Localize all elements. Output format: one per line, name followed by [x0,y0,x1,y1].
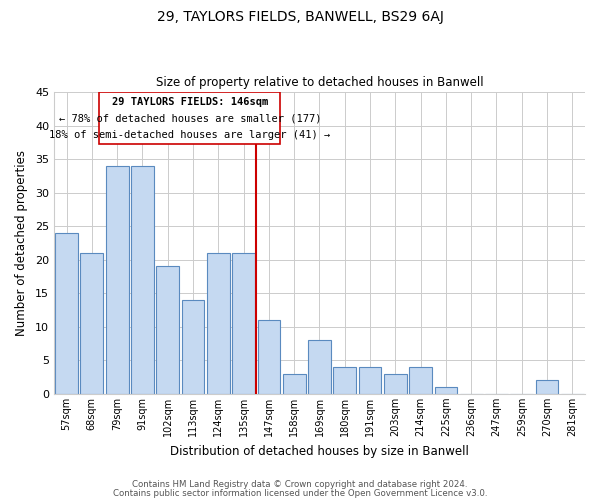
Bar [157,266,179,394]
Text: 29 TAYLORS FIELDS: 146sqm: 29 TAYLORS FIELDS: 146sqm [112,98,268,108]
Bar [359,367,382,394]
Bar [334,367,356,394]
Bar [131,166,154,394]
Text: Contains HM Land Registry data © Crown copyright and database right 2024.: Contains HM Land Registry data © Crown c… [132,480,468,489]
Title: Size of property relative to detached houses in Banwell: Size of property relative to detached ho… [155,76,483,90]
Bar [536,380,559,394]
Bar [80,253,103,394]
Bar [232,253,255,394]
Y-axis label: Number of detached properties: Number of detached properties [15,150,28,336]
Bar [384,374,407,394]
Text: Contains public sector information licensed under the Open Government Licence v3: Contains public sector information licen… [113,489,487,498]
Bar [182,300,205,394]
Bar [207,253,230,394]
Bar [55,233,78,394]
X-axis label: Distribution of detached houses by size in Banwell: Distribution of detached houses by size … [170,444,469,458]
Bar [106,166,128,394]
Text: 18% of semi-detached houses are larger (41) →: 18% of semi-detached houses are larger (… [49,130,331,140]
Text: 29, TAYLORS FIELDS, BANWELL, BS29 6AJ: 29, TAYLORS FIELDS, BANWELL, BS29 6AJ [157,10,443,24]
Bar [283,374,305,394]
Bar [257,320,280,394]
Bar [409,367,432,394]
Bar [434,387,457,394]
Text: ← 78% of detached houses are smaller (177): ← 78% of detached houses are smaller (17… [59,114,321,124]
Bar [308,340,331,394]
FancyBboxPatch shape [100,92,280,144]
